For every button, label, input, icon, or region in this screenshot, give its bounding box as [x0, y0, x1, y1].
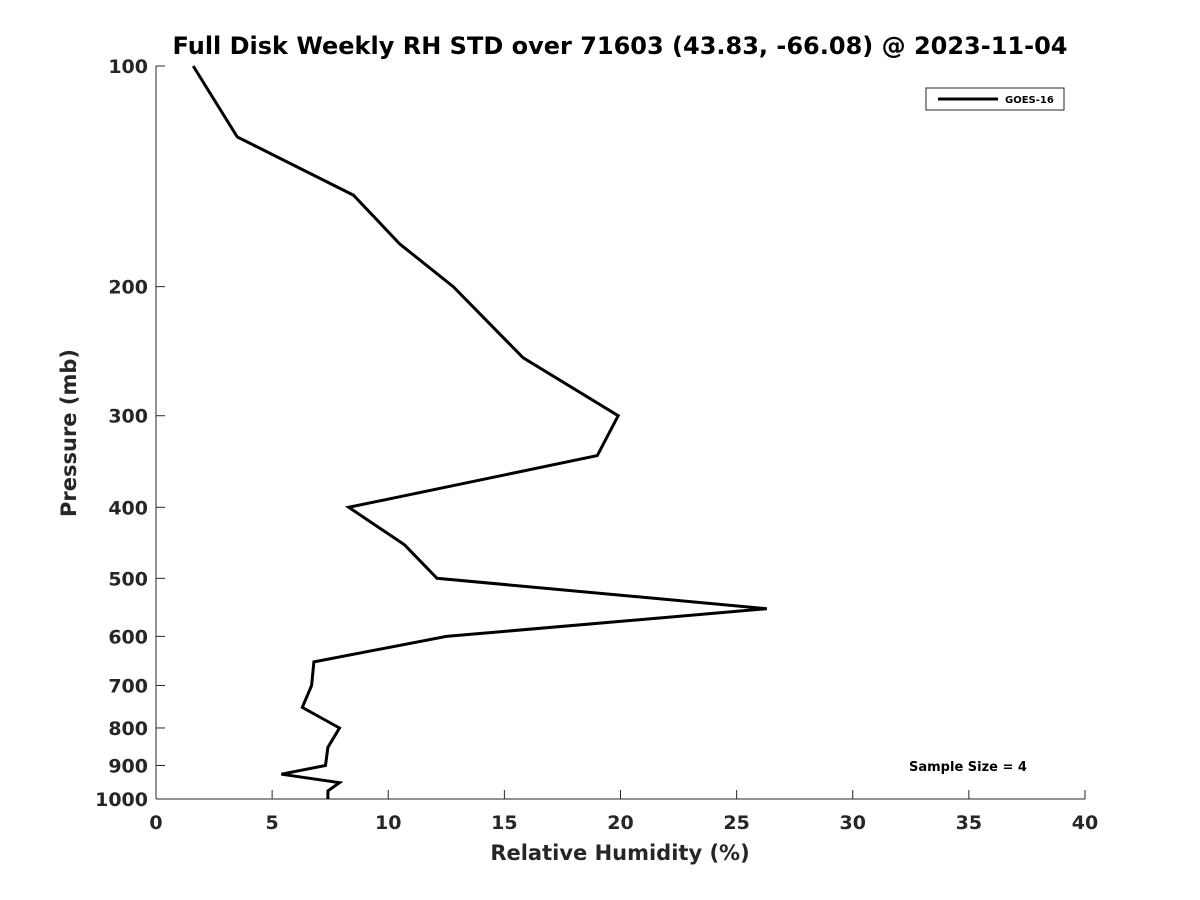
axes: 0 5 10 15 20 25 30 35 40 100 200 300 400 500 600 700 800…	[95, 56, 1098, 834]
y-tick-label: 400	[108, 497, 148, 519]
y-tick-label: 700	[108, 675, 148, 697]
x-tick-label: 35	[956, 812, 982, 834]
y-tick-label: 800	[108, 718, 148, 740]
x-tick-label: 40	[1072, 812, 1098, 834]
x-tick-label: 10	[375, 812, 401, 834]
sample-size-annotation: Sample Size = 4	[909, 760, 1027, 775]
x-axis-label: Relative Humidity (%)	[490, 841, 749, 865]
y-tick-label: 1000	[95, 789, 148, 811]
legend-entry: GOES-16	[1005, 95, 1054, 106]
y-tick-label: 200	[108, 277, 148, 299]
chart-title: Full Disk Weekly RH STD over 71603 (43.8…	[173, 32, 1068, 60]
x-tick-label: 25	[723, 812, 749, 834]
y-tick-label: 900	[108, 755, 148, 777]
y-tick-label: 600	[108, 626, 148, 648]
y-tick-label: 100	[108, 56, 148, 78]
y-axis-label: Pressure (mb)	[57, 349, 81, 517]
plot-area	[191, 65, 767, 799]
series-line-goes-16	[191, 65, 767, 799]
x-tick-label: 15	[491, 812, 517, 834]
x-tick-label: 20	[607, 812, 633, 834]
y-tick-label: 500	[108, 568, 148, 590]
x-tick-label: 5	[266, 812, 279, 834]
legend: GOES-16	[925, 87, 1065, 111]
x-tick-label: 30	[840, 812, 866, 834]
y-tick-label: 300	[108, 406, 148, 428]
x-tick-label: 0	[149, 812, 162, 834]
